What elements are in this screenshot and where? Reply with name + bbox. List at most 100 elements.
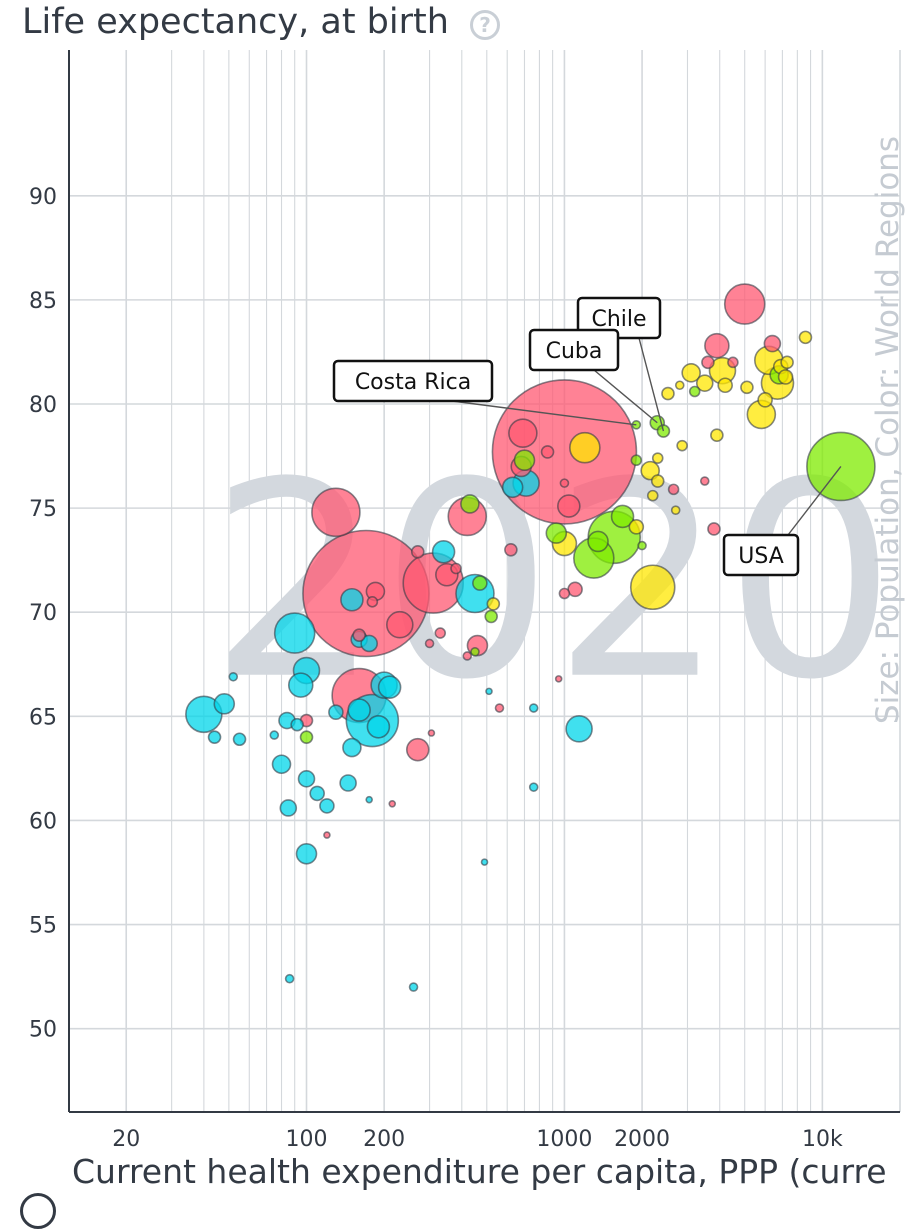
bubble (352, 628, 366, 642)
bubble (528, 703, 539, 713)
bubble (688, 385, 701, 398)
bubble (646, 489, 659, 502)
bubble (311, 487, 361, 538)
bubble (323, 831, 331, 839)
bubble (408, 982, 419, 992)
bubble (701, 355, 715, 370)
bubble (695, 374, 714, 392)
annotations: Chile Cuba Costa Rica USA (332, 296, 842, 577)
bubble (629, 564, 676, 611)
bubble (628, 519, 645, 535)
bubble (557, 494, 581, 518)
bubble (228, 671, 239, 682)
bubble (377, 675, 402, 700)
size-color-legend-label[interactable]: Size: Population, Color: World Regions (870, 135, 906, 725)
bubble (676, 439, 688, 452)
bubble (342, 737, 362, 758)
annotation-label: Cuba (546, 339, 603, 364)
bubble (462, 651, 473, 661)
annotation-leader-line (451, 400, 637, 426)
bubble (328, 704, 344, 720)
bubble (297, 770, 316, 788)
x-tick-label: 10k (802, 1127, 843, 1152)
play-button[interactable] (20, 1193, 56, 1229)
question-mark-icon[interactable]: ? (470, 10, 500, 40)
x-tick-label: 200 (363, 1127, 405, 1152)
bubble (480, 858, 489, 866)
annotation-box (528, 328, 620, 372)
bubble (460, 494, 480, 514)
annotation-leader-line (593, 369, 658, 424)
bubble (213, 693, 236, 715)
x-tick-label: 1000 (536, 1127, 592, 1152)
y-tick-label: 55 (29, 914, 57, 939)
bubble (284, 973, 295, 984)
bubble (710, 428, 724, 443)
bubble (339, 774, 357, 792)
bubble (763, 334, 782, 353)
bubble (472, 575, 488, 591)
bubble (630, 454, 643, 467)
x-axis-title[interactable]: Current health expenditure per capita, P… (72, 1152, 887, 1191)
y-tick-label: 85 (29, 289, 57, 314)
annotation-label: Costa Rica (355, 370, 471, 395)
annotation-label: Chile (591, 307, 646, 332)
y-tick-label: 90 (29, 185, 57, 210)
y-tick-label: 65 (29, 705, 57, 730)
bubble (610, 504, 635, 529)
bubble (366, 596, 379, 608)
bubble (309, 785, 325, 802)
bubble (504, 542, 518, 557)
bubble (232, 732, 247, 747)
bubble (360, 634, 378, 653)
bubble (707, 522, 721, 536)
bubble (299, 730, 314, 744)
bubble (279, 799, 298, 817)
y-tick-label: 75 (29, 497, 57, 522)
bubble (410, 545, 425, 559)
bubble (727, 356, 739, 369)
bubble (427, 729, 436, 737)
bubble (485, 687, 493, 696)
bubble (470, 646, 480, 657)
bubble (545, 522, 568, 544)
bubble (723, 283, 766, 325)
bubble (704, 332, 730, 359)
bubble (207, 730, 222, 744)
bubble (340, 587, 364, 612)
x-tick-label: 100 (286, 1127, 328, 1152)
bubble (513, 449, 536, 472)
y-tick-label: 50 (29, 1018, 57, 1043)
bubble (798, 330, 813, 345)
bubble (347, 698, 371, 722)
bubble (567, 581, 583, 598)
bubbles (185, 283, 876, 992)
annotation-box (332, 359, 494, 403)
bubble (699, 476, 710, 486)
bubble (424, 638, 435, 649)
bubble (740, 380, 754, 395)
bubble (780, 355, 794, 370)
x-tick-label: 2000 (614, 1127, 670, 1152)
annotation-leader-line (787, 466, 842, 536)
y-axis-title[interactable]: Life expectancy, at birth (22, 2, 449, 42)
bubble (670, 505, 681, 516)
axes: 50 55 60 65 70 75 80 85 90 20 100 200 1000 2000 10k (29, 50, 900, 1152)
bubble (540, 445, 555, 459)
bubble (486, 597, 501, 611)
annotation-leader-line (638, 337, 665, 432)
bubble (565, 715, 593, 743)
annotation-box (722, 533, 800, 577)
bubble (757, 392, 773, 408)
bubble (269, 730, 280, 740)
bubble (667, 483, 680, 496)
y-tick-label: 70 (29, 601, 57, 626)
bubble (405, 737, 430, 762)
bubble (558, 587, 571, 600)
bubble (681, 362, 701, 383)
bubble (365, 795, 373, 804)
bubble (494, 703, 505, 713)
bubble (290, 717, 304, 732)
bubble (450, 562, 462, 575)
